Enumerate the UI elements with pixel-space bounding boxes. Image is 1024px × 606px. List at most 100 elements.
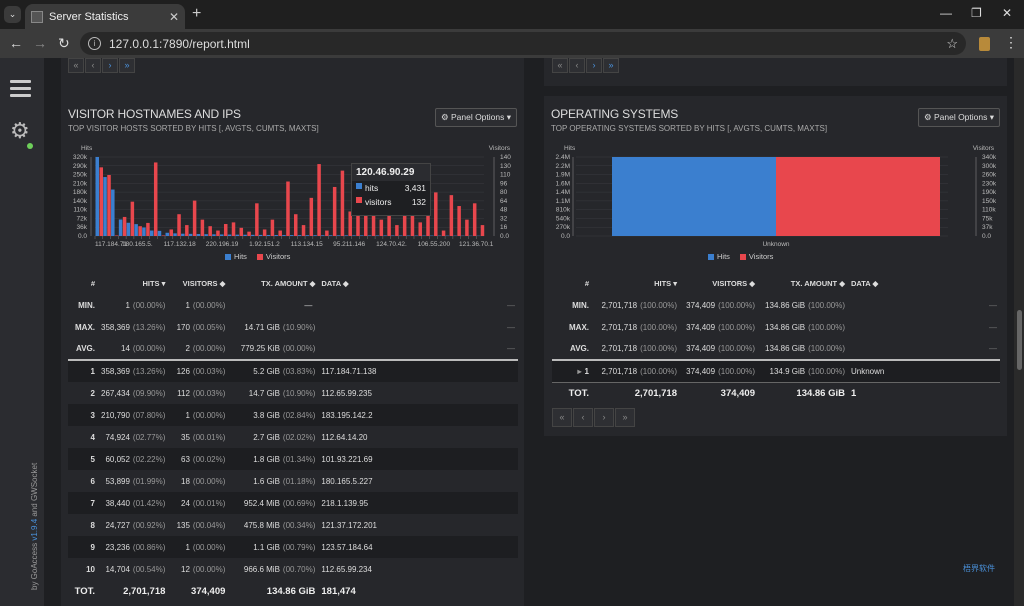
- col-tx-amount[interactable]: TX. AMOUNT ◆: [790, 278, 845, 288]
- col-data[interactable]: DATA ◆: [321, 278, 349, 288]
- summary-row[interactable]: AVG. 2,701,718 (100.00%) 374,409 (100.00%) 13…: [552, 338, 1000, 361]
- row-rank: 3: [90, 410, 95, 420]
- tab-search-button[interactable]: ⌄: [4, 6, 21, 23]
- hits-bar: [149, 230, 154, 236]
- reload-button[interactable]: ↻: [58, 35, 70, 51]
- hits-pct: (00.00%): [132, 300, 166, 310]
- menu-icon[interactable]: [10, 80, 31, 97]
- table-row[interactable]: 1 358,369 (13.26%) 126 (00.03%) 5.2 GiB (03.83…: [68, 360, 518, 382]
- visitors-bar: [418, 222, 422, 236]
- new-tab-button[interactable]: +: [192, 5, 202, 22]
- visitors-pct: (00.00%): [192, 476, 226, 486]
- hits-bar: [126, 222, 131, 236]
- settings-gear-icon[interactable]: ⚙: [10, 118, 30, 143]
- col-visitors[interactable]: VISITORS ◆: [182, 278, 226, 288]
- right-axis-title: Visitors: [973, 145, 995, 152]
- restore-button[interactable]: ❐: [971, 6, 982, 20]
- summary-hits: 14 (00.00%): [98, 338, 169, 361]
- left-tick-label: 250k: [73, 172, 88, 179]
- table-row[interactable]: 5 60,052 (02.22%) 63 (00.02%) 1.8 GiB (01.34%)…: [68, 448, 518, 470]
- col-hits[interactable]: HITS ▾: [142, 278, 166, 288]
- os-panel-options-button[interactable]: ⚙ Panel Options ▾: [918, 108, 1000, 127]
- table-row[interactable]: 7 38,440 (01.42%) 24 (00.01%) 952.4 MiB (00.69…: [68, 492, 518, 514]
- first-page-button[interactable]: «: [68, 58, 84, 73]
- address-bar[interactable]: i 127.0.0.1:7890/report.html ☆: [80, 32, 966, 55]
- hits-value: 14,704: [105, 564, 130, 574]
- extension-icon[interactable]: [979, 37, 990, 51]
- site-info-icon[interactable]: i: [88, 37, 101, 50]
- visitors-value: 63: [181, 454, 190, 464]
- summary-row[interactable]: MAX. 2,701,718 (100.00%) 374,409 (100.00%) 13…: [552, 316, 1000, 338]
- visitors-bar: [239, 227, 244, 236]
- summary-row[interactable]: AVG. 14 (00.00%) 2 (00.00%) 779.25 KiB (00.00%…: [68, 338, 518, 361]
- prev-page-button[interactable]: ‹: [85, 58, 101, 73]
- visitors-bar: [317, 164, 321, 236]
- row-tx: 5.2 GiB (03.83%): [228, 360, 318, 382]
- back-button[interactable]: ←: [9, 35, 23, 51]
- last-page-button[interactable]: »: [603, 58, 619, 73]
- left-tick-label: 2.4M: [556, 154, 570, 161]
- row-hits: 38,440 (01.42%): [98, 492, 168, 514]
- next-page-button[interactable]: ›: [586, 58, 602, 73]
- bookmark-star-icon[interactable]: ☆: [946, 35, 958, 51]
- table-row[interactable]: 8 24,727 (00.92%) 135 (00.04%) 475.8 MiB (00.3…: [68, 514, 518, 536]
- table-row[interactable]: 4 74,924 (02.77%) 35 (00.01%) 2.7 GiB (02.02%)…: [68, 426, 518, 448]
- first-page-button[interactable]: «: [552, 58, 568, 73]
- close-window-button[interactable]: ✕: [1002, 6, 1013, 20]
- table-row[interactable]: 9 23,236 (00.86%) 1 (00.00%) 1.1 GiB (00.79%) 1…: [68, 536, 518, 558]
- page-scrollbar-thumb[interactable]: [1017, 310, 1022, 370]
- row-hits: 53,899 (01.99%): [98, 470, 168, 492]
- hits-bar: [290, 235, 294, 236]
- row-rank-cell: 4: [68, 426, 98, 448]
- right-tick-label: 300k: [982, 163, 997, 170]
- summary-dash: —: [507, 300, 515, 310]
- first-page-button[interactable]: «: [552, 408, 572, 427]
- row-hits: 358,369 (13.26%): [98, 360, 168, 382]
- summary-row[interactable]: MIN. 2,701,718 (100.00%) 374,409 (100.00%) 13…: [552, 294, 1000, 316]
- visitors-bar: [395, 225, 399, 236]
- hits-value: 267,434: [101, 388, 130, 398]
- hosts-panel-subtitle: TOP VISITOR HOSTS SORTED BY HITS [, AVGT…: [68, 124, 319, 133]
- last-page-button[interactable]: »: [119, 58, 135, 73]
- forward-button[interactable]: →: [33, 35, 47, 51]
- table-row[interactable]: 2 267,434 (09.90%) 112 (00.03%) 14.7 GiB (10.9…: [68, 382, 518, 404]
- table-row[interactable]: 6 53,899 (01.99%) 18 (00.00%) 1.6 GiB (01.18%)…: [68, 470, 518, 492]
- row-tx: 3.8 GiB (02.84%): [228, 404, 318, 426]
- prev-page-button[interactable]: ‹: [573, 408, 593, 427]
- tab-close-icon[interactable]: ✕: [168, 9, 179, 24]
- version-link[interactable]: v1.9.4: [30, 518, 39, 541]
- tab-server-statistics[interactable]: Server Statistics ✕: [25, 4, 185, 29]
- minimize-button[interactable]: —: [940, 6, 952, 20]
- visitors-bar: [465, 219, 469, 236]
- right-tick-label: 110k: [982, 207, 996, 214]
- browser-menu-icon[interactable]: ⋮: [1004, 34, 1018, 50]
- hits-bar: [336, 235, 341, 236]
- visitors-pct: (00.03%): [192, 388, 226, 398]
- hosts-panel-options-button[interactable]: ⚙ Panel Options ▾: [435, 108, 517, 127]
- col-data[interactable]: DATA ◆: [851, 278, 879, 288]
- col-visitors[interactable]: VISITORS ◆: [712, 278, 755, 288]
- left-tick-label: 0.0: [561, 233, 570, 240]
- x-tick-label: 117.132.18: [164, 241, 196, 248]
- x-tick-label: 180.165.5.: [122, 241, 153, 248]
- table-row[interactable]: 3 210,790 (07.80%) 1 (00.00%) 3.8 GiB (02.84%)…: [68, 404, 518, 426]
- prev-page-button[interactable]: ‹: [569, 58, 585, 73]
- summary-row[interactable]: MAX. 358,369 (13.26%) 170 (00.05%) 14.71 GiB(…: [68, 316, 518, 338]
- visitors-pct: (00.00%): [192, 542, 226, 552]
- left-tick-label: 320k: [73, 154, 88, 161]
- visitors-pct: (100.00%): [718, 300, 755, 310]
- col-hits[interactable]: HITS ▾: [654, 278, 677, 288]
- byline-suffix: and GWSocket: [30, 462, 39, 519]
- summary-row[interactable]: MIN. 1 (00.00%) 1 (00.00%) — —: [68, 294, 518, 316]
- table-row[interactable]: 10 14,704 (00.54%) 12 (00.00%) 966.6 MiB (00.7…: [68, 558, 518, 580]
- hits-bar: [360, 235, 364, 236]
- os-top-pager: « ‹ › »: [552, 58, 620, 73]
- last-page-button[interactable]: »: [615, 408, 635, 427]
- col-tx-amount[interactable]: TX. AMOUNT ◆: [261, 278, 316, 288]
- next-page-button[interactable]: ›: [102, 58, 118, 73]
- visitors-pct: (00.05%): [192, 322, 226, 332]
- next-page-button[interactable]: ›: [594, 408, 614, 427]
- visitors-bar: [177, 214, 181, 236]
- table-row[interactable]: ▸ 1 2,701,718 (100.00%) 374,409 (100.00%) 134.…: [552, 360, 1000, 382]
- tx-pct: (00.70%): [282, 564, 316, 574]
